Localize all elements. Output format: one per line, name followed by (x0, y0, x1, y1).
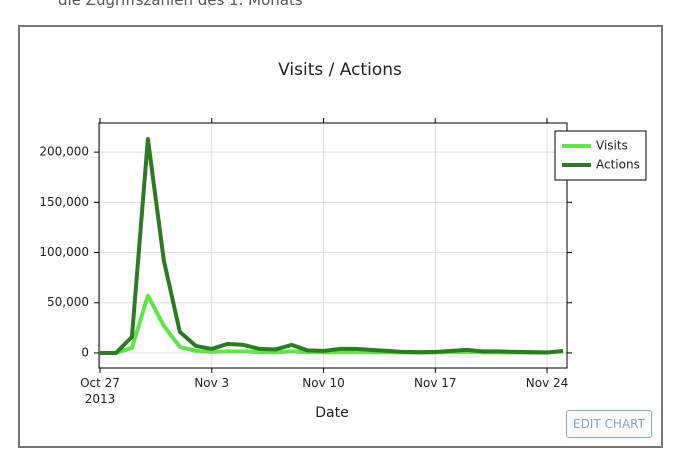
x-tick-label: Nov 17 (414, 376, 457, 390)
y-tick-label: 100,000 (39, 245, 89, 259)
y-tick-label: 200,000 (39, 145, 89, 159)
plot-border (98, 122, 568, 369)
x-tick-label: Oct 27 2013 (80, 376, 120, 406)
y-tick-label: 50,000 (47, 295, 89, 309)
chart-title: Visits / Actions (278, 60, 402, 80)
top-note: die Zugriffszahlen des 1. Monats (58, 0, 303, 9)
legend-label: Visits (596, 139, 628, 153)
x-tick-label: Nov 10 (302, 376, 345, 390)
line-actions (100, 137, 564, 355)
x-axis-label: Date (315, 405, 348, 421)
x-tick-label: Nov 3 (194, 376, 229, 390)
legend-label: Actions (596, 158, 640, 172)
legend-box (554, 130, 647, 181)
y-tick-label: 150,000 (39, 195, 89, 209)
x-tick-label: Nov 24 (526, 376, 569, 390)
edit-chart-button[interactable]: EDIT CHART (566, 410, 652, 438)
chart-frame (18, 25, 663, 448)
y-tick-label: 0 (81, 345, 89, 359)
line-visits (100, 293, 564, 355)
